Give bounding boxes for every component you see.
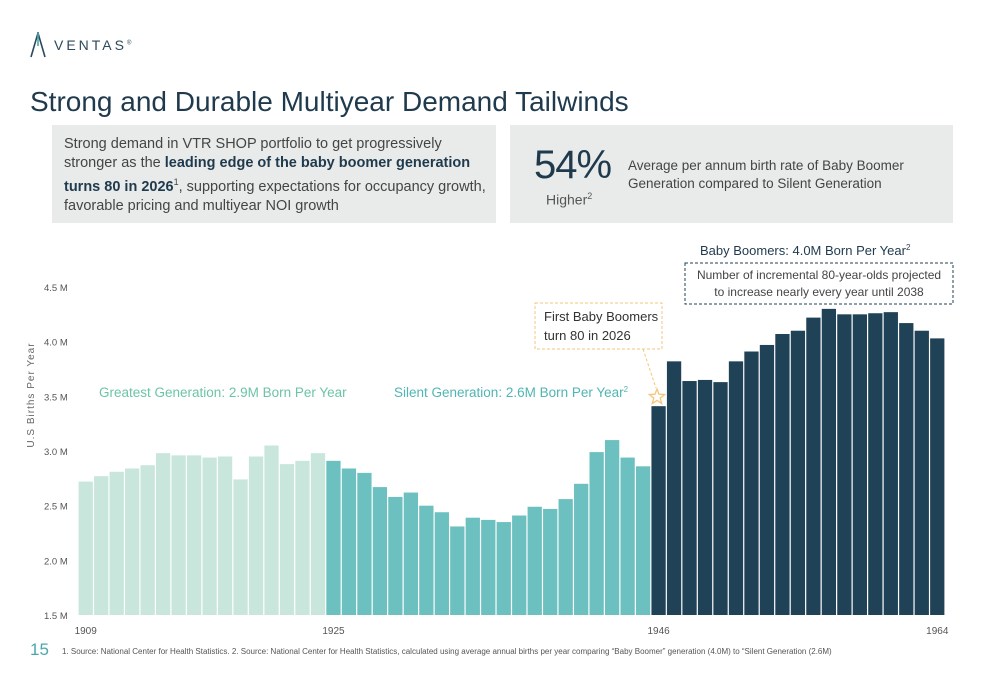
bar-1928	[372, 487, 388, 615]
bar-1938	[527, 506, 542, 615]
bar-1949	[697, 379, 713, 615]
stat-box: 54% Higher2 Average per annum birth rate…	[510, 125, 953, 223]
bar-1932	[434, 512, 449, 615]
y-tick-label: 4.5 M	[44, 283, 68, 294]
bar-1935	[481, 519, 496, 615]
footnote: 1. Source: National Center for Health St…	[62, 647, 832, 656]
bar-1929	[388, 496, 403, 615]
summary-text-1: Strong demand in VTR SHOP portfolio to g…	[64, 136, 442, 171]
summary-box: Strong demand in VTR SHOP portfolio to g…	[52, 125, 496, 223]
summary-sup: 1	[173, 177, 179, 187]
y-tick-label: 2.0 M	[44, 556, 68, 567]
bar-1915	[171, 455, 186, 615]
bar-1954	[775, 334, 790, 615]
bar-1918	[217, 456, 233, 615]
page-number: 15	[30, 640, 49, 659]
bar-1960	[868, 313, 883, 615]
bar-1921	[264, 445, 279, 615]
bar-1924	[310, 453, 326, 615]
bar-1945	[635, 466, 651, 615]
bar-1944	[620, 457, 635, 615]
page-title: Strong and Durable Multiyear Demand Tail…	[30, 86, 629, 117]
bar-1909	[78, 481, 93, 615]
incremental-annotation-box	[684, 262, 954, 305]
logo-text: VENTAS®	[54, 37, 135, 53]
bar-1946	[651, 406, 666, 615]
bar-1933	[450, 526, 465, 615]
y-axis-label: U.S Births Per Year	[26, 342, 37, 447]
bar-1920	[248, 456, 264, 615]
bar-1923	[295, 460, 310, 615]
bar-1947	[666, 361, 682, 615]
bar-1959	[852, 314, 867, 615]
bar-1913	[140, 465, 155, 615]
bar-1931	[419, 505, 434, 615]
bar-1937	[512, 515, 527, 615]
bar-1936	[496, 522, 511, 615]
bar-1919	[233, 479, 248, 615]
bar-1943	[604, 440, 620, 615]
bar-1922	[279, 464, 295, 615]
bar-1941	[574, 483, 589, 615]
ventas-logo-icon	[30, 32, 46, 58]
bar-1961	[883, 312, 898, 615]
stat-higher: Higher2	[546, 191, 593, 208]
y-tick-label: 3.5 M	[44, 392, 68, 403]
bar-1912	[125, 468, 140, 615]
y-tick-label: 2.5 M	[44, 502, 68, 513]
bar-1934	[465, 517, 480, 615]
bar-1952	[744, 351, 759, 615]
first-boomers-line1: First Baby Boomers	[544, 309, 659, 324]
first-boomers-annotation-box	[534, 302, 663, 350]
bar-1930	[403, 492, 419, 615]
bar-1951	[728, 361, 744, 615]
bar-1914	[156, 453, 171, 615]
stat-percentage: 54%	[534, 143, 612, 187]
bar-1911	[109, 471, 124, 615]
bar-1962	[899, 323, 914, 615]
bar-1910	[94, 476, 109, 615]
x-tick-label: 1925	[322, 626, 345, 637]
ventas-logo: VENTAS®	[30, 32, 134, 58]
summary-text-2: , supporting expectations for occupancy …	[64, 178, 486, 214]
bar-1955	[790, 330, 806, 615]
bar-1964	[930, 338, 945, 615]
bar-1953	[759, 344, 775, 615]
stat-description: Average per annum birth rate of Baby Boo…	[628, 158, 904, 191]
x-tick-label: 1909	[75, 626, 98, 637]
y-tick-label: 3.0 M	[44, 447, 68, 458]
bar-1942	[589, 452, 604, 615]
bar-1939	[543, 508, 558, 615]
first-boomers-leader-line	[642, 348, 657, 389]
bar-1948	[682, 381, 697, 615]
bar-1956	[806, 317, 821, 615]
bar-1950	[713, 382, 728, 615]
y-tick-label: 1.5 M	[44, 611, 68, 622]
bar-1927	[357, 472, 372, 615]
bar-1925	[326, 460, 341, 615]
star-icon	[647, 387, 667, 405]
summary-bold: leading edge of the baby boomer generati…	[64, 155, 471, 195]
bar-1940	[558, 499, 573, 615]
bar-1926	[341, 468, 357, 615]
bar-1963	[914, 330, 929, 615]
incremental-annotation-line1: Number of incremental 80-year-olds proje…	[697, 268, 941, 282]
bar-1958	[837, 314, 852, 615]
x-tick-label: 1964	[926, 626, 949, 637]
first-boomers-line2: turn 80 in 2026	[544, 328, 631, 343]
greatest-generation-label: Greatest Generation: 2.9M Born Per Year	[99, 385, 347, 400]
x-tick-label: 1946	[647, 626, 670, 637]
bar-1957	[821, 308, 837, 615]
bar-1917	[202, 457, 217, 615]
bar-1916	[186, 455, 202, 615]
y-tick-label: 4.0 M	[44, 338, 68, 349]
baby-boomers-label: Baby Boomers: 4.0M Born Per Year2	[700, 243, 911, 258]
silent-generation-label: Silent Generation: 2.6M Born Per Year2	[394, 385, 629, 400]
incremental-annotation-line2: to increase nearly every year until 2038	[714, 285, 924, 299]
